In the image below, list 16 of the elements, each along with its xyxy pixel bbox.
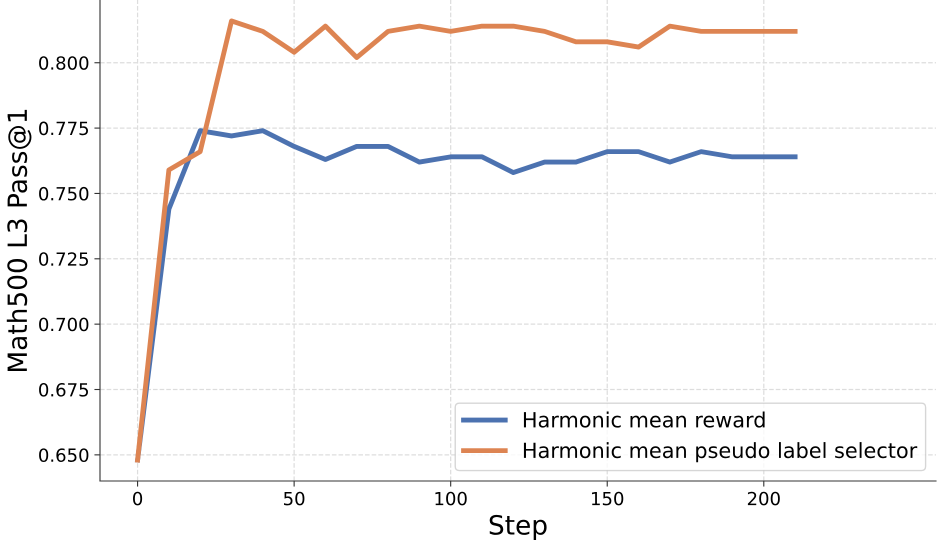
y-tick-label: 0.650 [39,448,88,462]
x-tick-label: 50 [284,492,304,506]
y-axis-title: Math500 L3 Pass@1 [6,110,32,372]
legend-label: Harmonic mean reward [524,412,765,428]
y-tick-label: 0.775 [39,122,88,136]
y-tick-label: 0.700 [39,318,88,332]
legend-label: Harmonic mean pseudo label selector [524,442,918,462]
y-tick-label: 0.725 [39,252,88,266]
y-tick-label: 0.675 [39,382,88,397]
x-tick-label: 150 [592,492,624,506]
x-axis-title: Step [490,514,547,540]
y-tick-label: 0.800 [39,56,88,70]
x-tick-label: 0 [133,492,142,506]
x-tick-label: 100 [435,492,467,506]
x-tick-label: 200 [748,492,780,506]
y-tick-label: 0.750 [39,186,88,201]
